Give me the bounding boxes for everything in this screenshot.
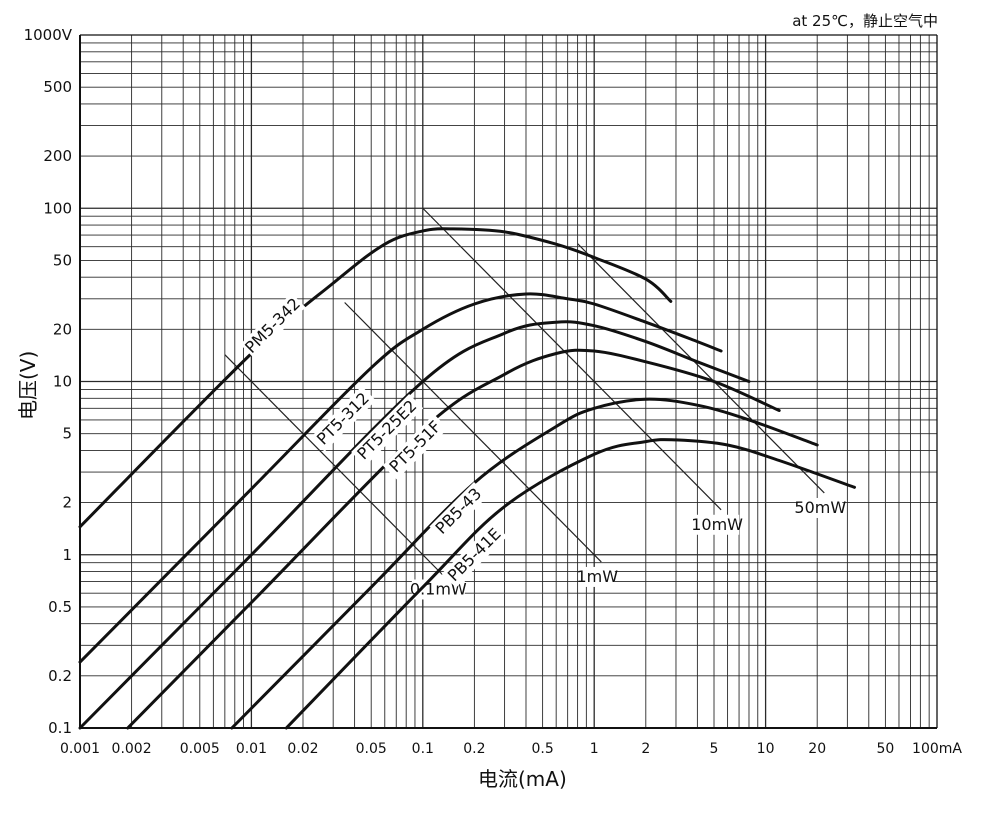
y-tick-label: 1000V <box>24 26 73 44</box>
series-label-bg <box>351 394 424 467</box>
x-axis-title: 电流(mA) <box>478 767 567 791</box>
series-label-bg <box>240 293 306 359</box>
chart-condition-note: at 25℃，静止空气中 <box>792 12 938 30</box>
x-tick-label: 0.005 <box>180 741 220 757</box>
y-axis-title: 电压(V) <box>16 350 40 420</box>
power-line <box>577 243 825 494</box>
y-tick-label: 500 <box>43 78 72 96</box>
series-label-bg <box>441 522 508 588</box>
x-tick-label: 0.2 <box>463 741 485 757</box>
series-line <box>78 292 723 664</box>
power-line <box>224 354 443 575</box>
series-line <box>284 438 856 730</box>
y-tick-label: 0.2 <box>48 667 72 685</box>
power-line <box>344 302 602 563</box>
x-tick-label: 0.02 <box>287 741 318 757</box>
y-tick-label: 0.5 <box>48 598 72 616</box>
y-tick-label: 1 <box>62 546 72 564</box>
power-line <box>422 207 722 511</box>
x-tick-label: 100mA <box>912 741 962 757</box>
y-tick-label: 5 <box>62 425 72 443</box>
power-line-label: 50mW <box>794 498 846 517</box>
series-line <box>78 320 751 730</box>
y-tick-label: 10 <box>53 373 72 391</box>
y-tick-label: 200 <box>43 147 72 165</box>
x-tick-label: 0.05 <box>356 741 387 757</box>
series-line <box>126 348 781 730</box>
power-line-label: 1mW <box>576 567 618 586</box>
series-line <box>230 397 819 730</box>
x-tick-label: 50 <box>876 741 894 757</box>
series-label-bg <box>310 386 376 452</box>
x-tick-label: 0.001 <box>60 741 100 757</box>
x-tick-label: 0.002 <box>112 741 152 757</box>
x-tick-label: 1 <box>590 741 599 757</box>
y-tick-label: 50 <box>53 251 72 269</box>
power-label-bg <box>798 497 843 518</box>
power-line-label: 10mW <box>691 515 743 534</box>
x-tick-label: 2 <box>641 741 650 757</box>
x-tick-label: 0.5 <box>531 741 553 757</box>
power-label-bg <box>695 514 740 535</box>
series-label-bg <box>382 414 449 480</box>
x-tick-label: 5 <box>710 741 719 757</box>
y-tick-label: 100 <box>43 199 72 217</box>
y-tick-label: 2 <box>62 494 72 512</box>
x-tick-label: 20 <box>808 741 826 757</box>
x-tick-label: 0.01 <box>236 741 267 757</box>
x-tick-label: 0.1 <box>412 741 434 757</box>
y-tick-label: 20 <box>53 320 72 338</box>
x-tick-label: 10 <box>757 741 775 757</box>
series-label-bg <box>429 481 489 541</box>
power-label-bg <box>579 566 615 587</box>
y-tick-label: 0.1 <box>48 719 72 737</box>
